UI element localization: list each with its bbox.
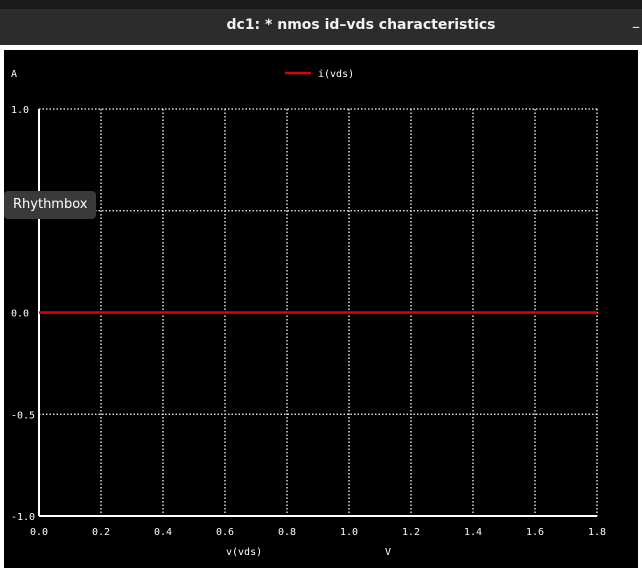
x-tick-label: 0.4 bbox=[154, 527, 172, 538]
desktop-top-strip bbox=[0, 0, 642, 9]
plot-background bbox=[4, 50, 638, 568]
x-tick-label: 0.8 bbox=[278, 527, 296, 538]
legend: i(vds) bbox=[285, 69, 354, 80]
x-tick-label: 1.2 bbox=[402, 527, 420, 538]
y-tick-label: 1.0 bbox=[11, 105, 29, 116]
x-tick-label: 0.0 bbox=[30, 527, 48, 538]
x-tick-label: 1.0 bbox=[340, 527, 358, 538]
y-axis-label: A bbox=[11, 69, 17, 80]
dock-tooltip: Rhythmbox bbox=[4, 191, 97, 219]
minimize-button[interactable]: – bbox=[632, 17, 640, 36]
x-tick-label: 1.4 bbox=[464, 527, 482, 538]
tick-label-layer: 0.0 0.2 0.4 0.6 0.8 1.0 1.2 1.4 1.6 1.8 1.0 0.0 -0.5… bbox=[11, 105, 606, 538]
y-tick-label: 0.0 bbox=[11, 309, 29, 320]
x-tick-label: 1.6 bbox=[526, 527, 544, 538]
x-tick-label: 0.6 bbox=[216, 527, 234, 538]
window-titlebar[interactable]: dc1: * nmos id–vds characteristics – bbox=[0, 9, 642, 45]
window-title: dc1: * nmos id–vds characteristics bbox=[226, 17, 496, 33]
x-tick-label: 0.2 bbox=[92, 527, 110, 538]
x-tick-label: 1.8 bbox=[588, 527, 606, 538]
legend-label: i(vds) bbox=[318, 69, 354, 80]
x-axis-unit: V bbox=[385, 547, 391, 558]
y-tick-label: -0.5 bbox=[11, 410, 35, 421]
y-tick-label: -1.0 bbox=[11, 512, 35, 523]
x-axis-label: v(vds) bbox=[226, 547, 262, 558]
